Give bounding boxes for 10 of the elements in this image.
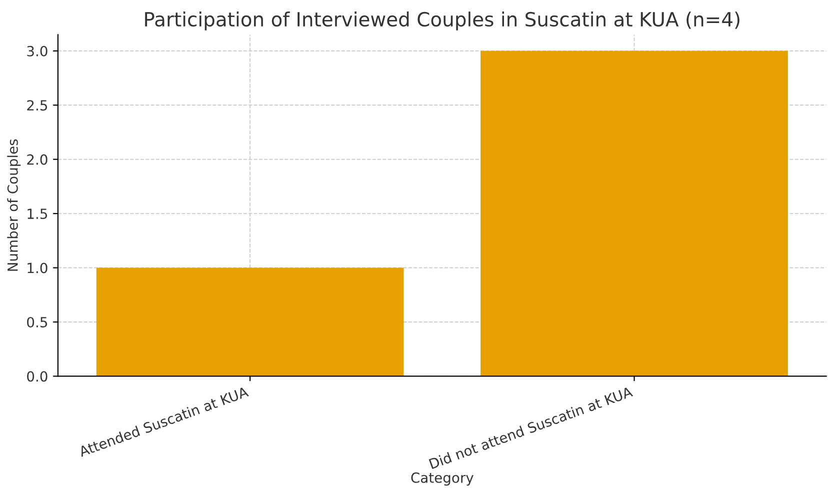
y-axis-title: Number of Couples [7, 139, 21, 271]
y-tick-label: 1.5 [28, 208, 48, 220]
chart-title: Participation of Interviewed Couples in Suscatin at KUA (n=4) [145, 12, 740, 30]
x-axis-title: Category [411, 472, 474, 486]
y-tick-label: 2.5 [27, 100, 48, 111]
y-tick-label: 3.0 [27, 46, 48, 56]
y-tick-label: 0.0 [27, 371, 48, 382]
y-tick-label: 1.0 [28, 262, 48, 274]
y-tick-label: 2.0 [27, 154, 48, 165]
y-tick-label: 0.5 [27, 316, 48, 328]
